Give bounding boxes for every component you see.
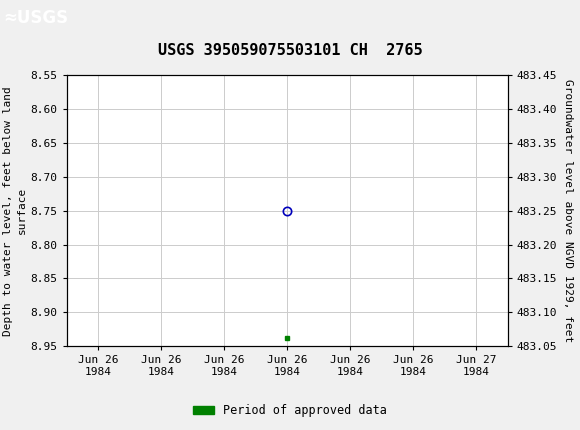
Text: USGS 395059075503101 CH  2765: USGS 395059075503101 CH 2765 [158, 43, 422, 58]
Text: ≈USGS: ≈USGS [3, 9, 68, 27]
Y-axis label: Depth to water level, feet below land
surface: Depth to water level, feet below land su… [3, 86, 27, 335]
Y-axis label: Groundwater level above NGVD 1929, feet: Groundwater level above NGVD 1929, feet [563, 79, 572, 342]
Legend: Period of approved data: Period of approved data [188, 399, 392, 422]
